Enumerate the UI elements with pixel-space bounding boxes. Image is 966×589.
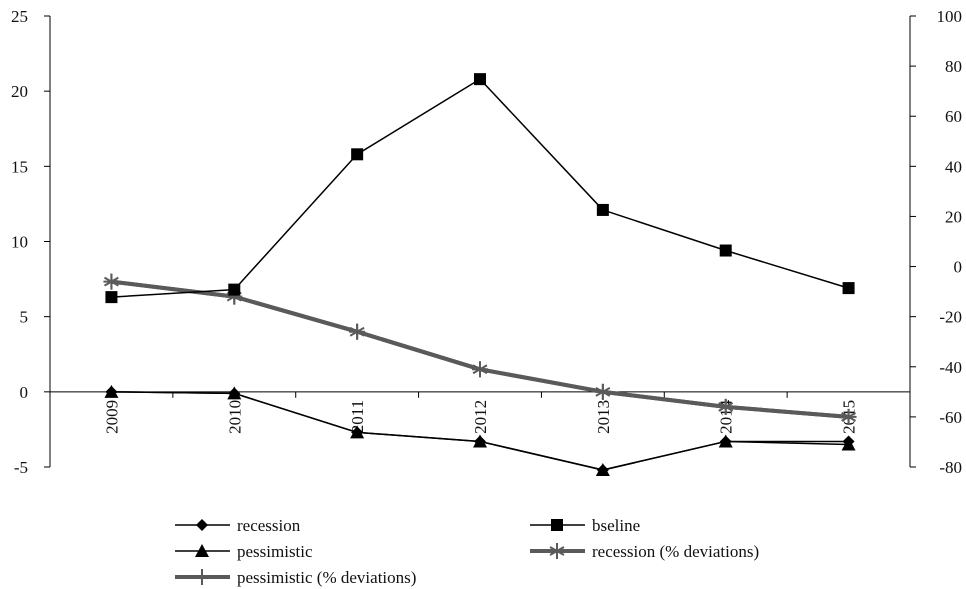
chart-axes: -5 0 5 10 15 20 25 -80 -60 -40 -20 0 20 40 60 80 100 2009… <box>11 7 962 477</box>
left-axis-tick-label: 20 <box>11 82 28 101</box>
left-axis-tick-label: 15 <box>11 157 28 176</box>
data-point-bseline <box>842 282 855 295</box>
right-axis-tick-label: 20 <box>945 207 962 226</box>
category-tick-label: 2011 <box>348 400 367 433</box>
data-point-pessimistic <box>104 384 119 398</box>
data-point-pessimistic-deviations <box>103 273 120 290</box>
data-point-bseline <box>228 283 241 296</box>
data-point-bseline <box>474 73 486 86</box>
category-tick-label: 2010 <box>225 400 244 434</box>
series-line-bseline <box>111 78 849 298</box>
data-point-pessimistic-deviations <box>349 323 366 340</box>
legend-item-bseline: bseline <box>530 516 640 535</box>
legend-swatch-marker <box>551 519 563 531</box>
legend-swatch-marker <box>196 519 208 531</box>
right-axis-tick-label: -60 <box>939 408 962 427</box>
series-line-recession-deviations <box>111 279 849 419</box>
data-point-pessimistic <box>718 434 733 448</box>
legend-label: pessimistic (% deviations) <box>237 568 416 587</box>
right-axis-tick-label: -20 <box>939 308 962 327</box>
data-point-pessimistic <box>473 434 487 448</box>
left-axis-tick-label: -5 <box>14 458 28 477</box>
legend-item-pessimistic: pessimistic <box>175 542 313 561</box>
data-point-bseline <box>351 148 364 161</box>
legend-label: bseline <box>592 516 640 535</box>
category-tick-label: 2013 <box>594 400 613 434</box>
legend-swatch-marker <box>194 569 210 585</box>
data-point-pessimistic-deviations <box>717 398 734 415</box>
left-axis-tick-label: 25 <box>11 7 28 26</box>
series-line-pessimistic-deviations <box>111 279 849 419</box>
category-tick-label: 2012 <box>471 400 490 434</box>
chart-series-layer <box>103 73 857 477</box>
legend-swatch-marker <box>549 543 565 559</box>
data-point-pessimistic <box>841 437 856 451</box>
category-tick-label: 2009 <box>102 400 121 434</box>
right-axis-tick-label: 0 <box>954 258 963 277</box>
right-axis-tick-label: 40 <box>945 157 962 176</box>
left-axis-tick-label: 10 <box>11 233 28 252</box>
data-point-bseline <box>596 203 609 216</box>
legend-item-recession-deviations: recession (% deviations) <box>530 542 759 561</box>
right-axis-tick-label: -80 <box>939 458 962 477</box>
legend-label: recession (% deviations) <box>592 542 759 561</box>
data-point-bseline <box>719 244 732 257</box>
right-axis-tick-label: -40 <box>939 358 962 377</box>
data-point-pessimistic-deviations <box>594 383 611 400</box>
data-point-pessimistic-deviations <box>840 408 857 425</box>
data-point-pessimistic <box>227 386 242 400</box>
data-point-pessimistic-deviations <box>472 361 488 378</box>
chart-legend: recession bseline pessimistic recession (% … <box>175 516 759 587</box>
left-axis-tick-label: 5 <box>20 308 29 327</box>
data-point-pessimistic <box>350 425 365 439</box>
left-axis-tick-label: 0 <box>20 383 29 402</box>
legend-item-recession: recession <box>175 516 301 535</box>
legend-label: recession <box>237 516 301 535</box>
legend-item-pessimistic-deviations: pessimistic (% deviations) <box>175 568 416 587</box>
legend-swatch-marker <box>195 544 209 557</box>
right-axis-tick-label: 80 <box>945 57 962 76</box>
data-point-bseline <box>105 291 118 304</box>
right-axis-tick-label: 60 <box>945 107 962 126</box>
right-axis-tick-label: 100 <box>937 7 963 26</box>
data-point-pessimistic <box>595 463 610 477</box>
legend-label: pessimistic <box>237 542 313 561</box>
